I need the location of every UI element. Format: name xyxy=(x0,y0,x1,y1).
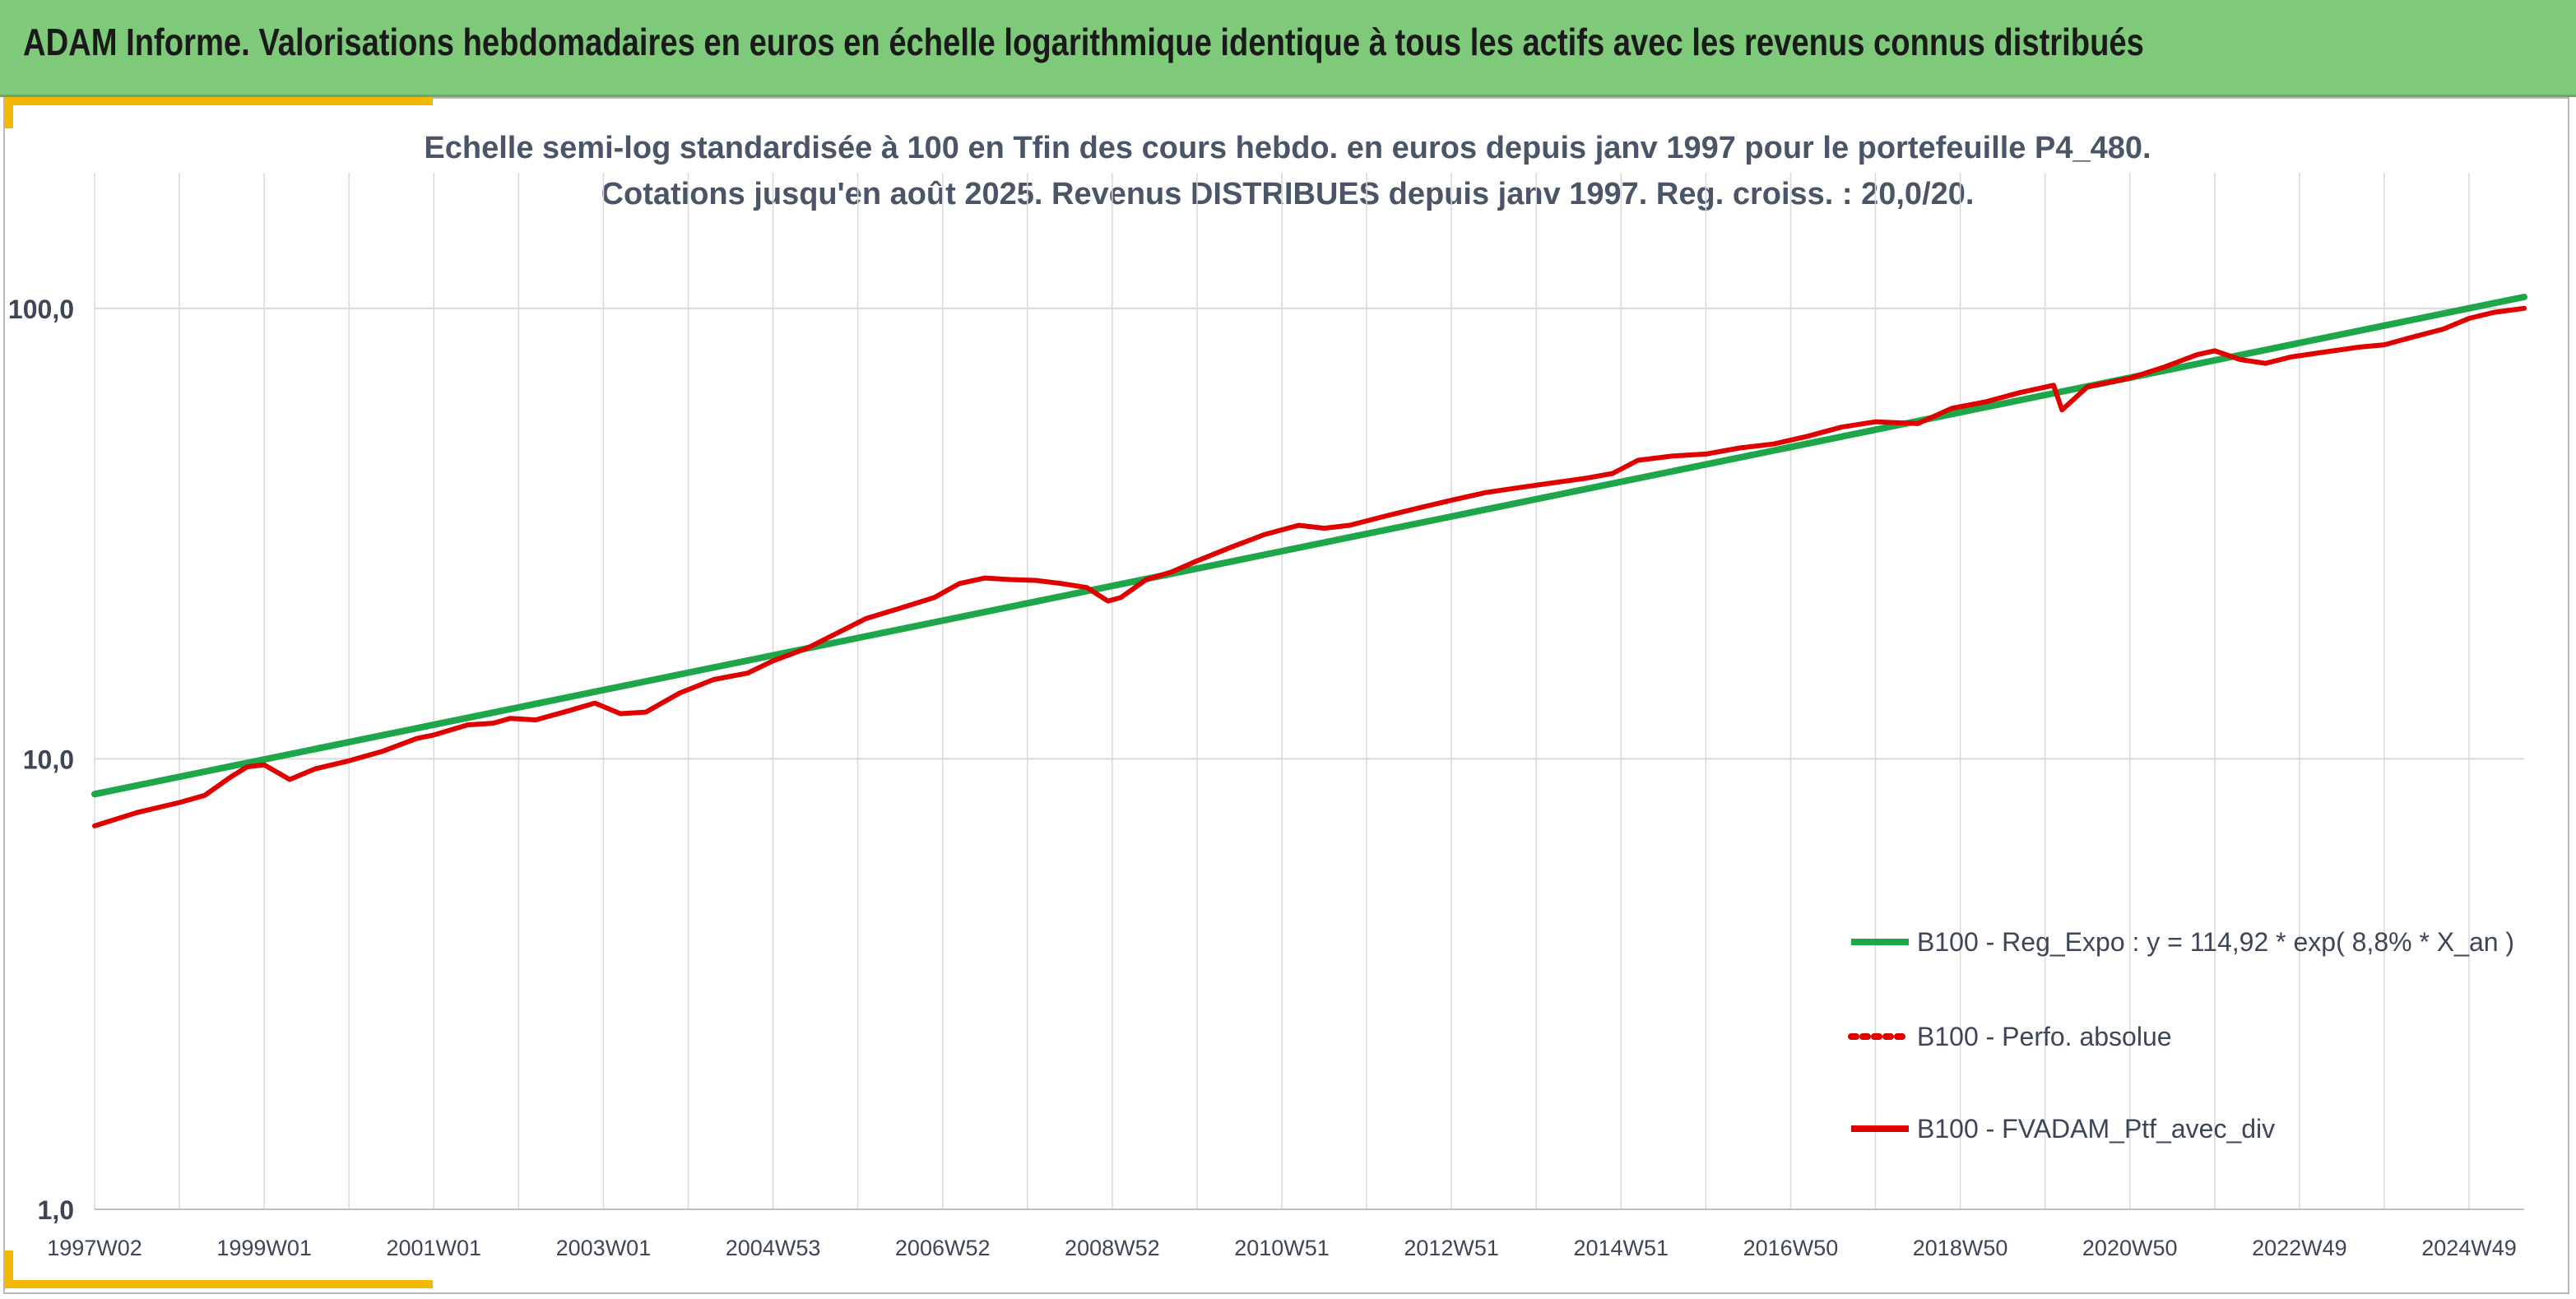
series-line-3 xyxy=(92,305,2527,828)
chart-title: Echelle semi-log standardisée à 100 en T… xyxy=(424,131,2151,211)
header-banner: ADAM Informe. Valorisations hebdomadaire… xyxy=(0,0,2576,97)
legend-label-1: B100 - Reg_Expo : y = 114,92 * exp( 8,8%… xyxy=(1917,927,2514,957)
x-tick-label-6: 2006W52 xyxy=(895,1236,991,1260)
x-tick-label-2: 1999W01 xyxy=(216,1236,312,1260)
x-tick-label-9: 2012W51 xyxy=(1404,1236,1499,1260)
x-tick-label-4: 2003W01 xyxy=(556,1236,652,1260)
series-layer xyxy=(91,294,2527,828)
chart-frame xyxy=(3,97,2569,1294)
accent-bar-top-vertical xyxy=(5,97,13,128)
accent-bar-bottom-vertical xyxy=(5,1250,13,1288)
accent-bar-bottom xyxy=(5,1280,433,1288)
x-tick-label-7: 2008W52 xyxy=(1065,1236,1160,1260)
x-tick-label-1: 1997W02 xyxy=(47,1236,142,1260)
accent-bar-top xyxy=(5,97,433,105)
x-tick-label-12: 2018W50 xyxy=(1913,1236,2008,1260)
x-tick-label-11: 2016W50 xyxy=(1743,1236,1839,1260)
y-tick-label-1: 1,0 xyxy=(38,1195,74,1225)
y-tick-label-3: 100,0 xyxy=(8,295,74,324)
x-tick-label-14: 2022W49 xyxy=(2252,1236,2347,1260)
legend: B100 - Reg_Expo : y = 114,92 * exp( 8,8%… xyxy=(1848,927,2514,1144)
x-tick-label-3: 2001W01 xyxy=(386,1236,481,1260)
legend-label-2: B100 - Perfo. absolue xyxy=(1917,1022,2172,1051)
x-tick-label-10: 2014W51 xyxy=(1573,1236,1669,1260)
grid-lines xyxy=(94,173,2524,1210)
x-tick-label-5: 2004W53 xyxy=(726,1236,821,1260)
x-tick-label-15: 2024W49 xyxy=(2421,1236,2517,1260)
axis-labels: 1,0 10,0 100,0 1997W02 1999W01 2001W01 2003W01… xyxy=(8,295,2517,1260)
x-tick-label-13: 2020W50 xyxy=(2082,1236,2178,1260)
x-tick-label-8: 2010W51 xyxy=(1234,1236,1330,1260)
page-title: ADAM Informe. Valorisations hebdomadaire… xyxy=(23,21,2144,63)
legend-label-3: B100 - FVADAM_Ptf_avec_div xyxy=(1917,1114,2275,1144)
y-tick-label-2: 10,0 xyxy=(23,745,74,774)
series-line-1 xyxy=(91,294,2527,798)
chart-subtitle-line-1: Echelle semi-log standardisée à 100 en T… xyxy=(424,131,2151,165)
chart-subtitle-line-2: Cotations jusqu'en août 2025. Revenus DI… xyxy=(601,177,1975,211)
